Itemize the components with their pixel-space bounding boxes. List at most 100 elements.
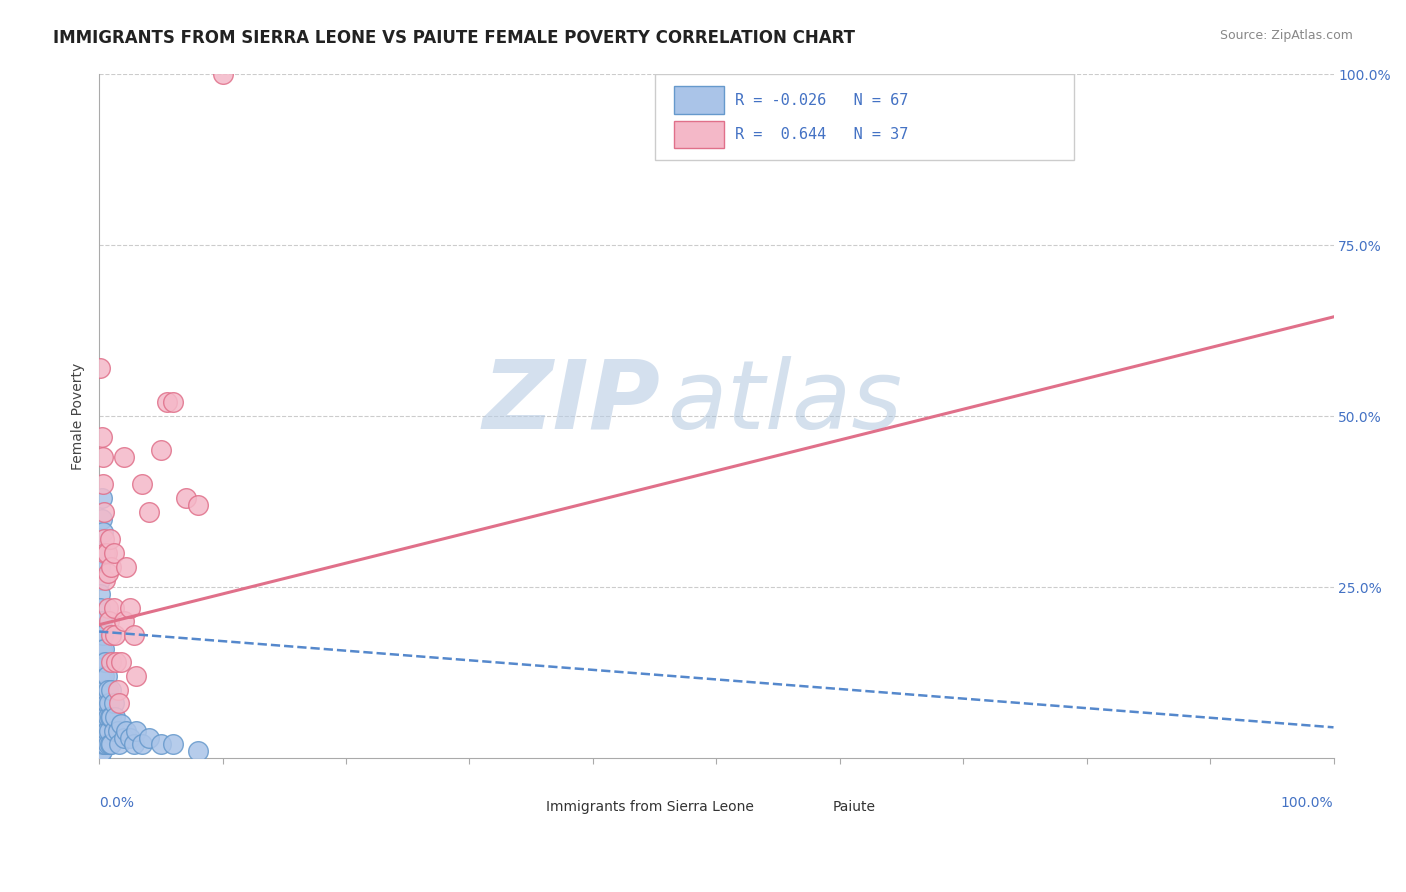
Text: R = -0.026   N = 67: R = -0.026 N = 67 [735,93,908,108]
Point [91,525,114,540]
Point [94,546,117,560]
Point [110,717,132,731]
Point [98,723,121,738]
Point [100,682,122,697]
Point [118,731,141,745]
Point [97,710,120,724]
Point [94,682,117,697]
Point [96,723,118,738]
Point [96,669,118,683]
FancyBboxPatch shape [675,120,724,148]
Point [107,723,129,738]
Point [93,505,115,519]
Point [89,751,111,765]
Point [104,710,127,724]
Point [89,559,111,574]
Point [149,738,172,752]
Point [89,573,111,587]
Point [104,628,127,642]
Point [90,511,112,525]
Point [108,697,131,711]
Point [94,573,117,587]
Point [90,491,112,505]
Text: Source: ZipAtlas.com: Source: ZipAtlas.com [1219,29,1353,42]
Point [162,395,184,409]
Text: Immigrants from Sierra Leone: Immigrants from Sierra Leone [546,800,754,814]
Point [97,566,120,581]
Point [93,723,115,738]
Text: 100.0%: 100.0% [1281,796,1333,810]
Point [122,738,145,752]
Point [211,67,233,81]
Point [100,559,122,574]
Text: 0.0%: 0.0% [100,796,134,810]
Point [149,443,172,458]
Point [91,682,114,697]
Point [131,738,153,752]
Point [118,600,141,615]
Point [93,532,115,546]
Point [93,641,115,656]
FancyBboxPatch shape [512,797,541,818]
Text: R =  0.644   N = 37: R = 0.644 N = 37 [735,127,908,142]
Point [89,723,111,738]
Point [100,628,122,642]
Point [89,615,111,629]
Point [96,697,118,711]
Point [98,697,121,711]
Point [115,723,138,738]
Point [89,710,111,724]
Point [187,744,209,758]
Point [90,697,112,711]
Point [125,669,148,683]
Point [96,546,118,560]
Point [91,738,114,752]
Point [91,477,114,491]
Point [103,546,125,560]
Point [174,491,197,505]
Point [89,628,111,642]
Point [90,615,112,629]
Point [112,450,135,464]
Point [89,697,111,711]
Text: atlas: atlas [666,356,901,449]
Point [90,669,112,683]
Point [187,498,209,512]
Point [108,738,131,752]
Point [112,615,135,629]
Point [100,710,122,724]
Point [90,429,112,443]
Point [89,669,111,683]
Point [93,669,115,683]
FancyBboxPatch shape [655,74,1074,160]
Point [112,731,135,745]
Point [91,710,114,724]
Point [138,731,160,745]
Point [138,505,160,519]
Point [97,738,120,752]
Point [103,697,125,711]
Point [98,710,121,724]
Point [162,738,184,752]
Point [89,738,111,752]
Point [93,697,115,711]
FancyBboxPatch shape [799,797,828,818]
Point [94,656,117,670]
Point [122,628,145,642]
Point [105,656,128,670]
Point [91,656,114,670]
Point [89,546,111,560]
FancyBboxPatch shape [675,87,724,113]
Text: Paiute: Paiute [832,800,876,814]
Point [103,723,125,738]
Point [110,656,132,670]
Point [89,656,111,670]
Point [91,450,114,464]
Y-axis label: Female Poverty: Female Poverty [72,362,86,470]
Point [94,738,117,752]
Point [89,361,111,376]
Point [90,723,112,738]
Point [89,682,111,697]
Point [97,600,120,615]
Point [90,744,112,758]
